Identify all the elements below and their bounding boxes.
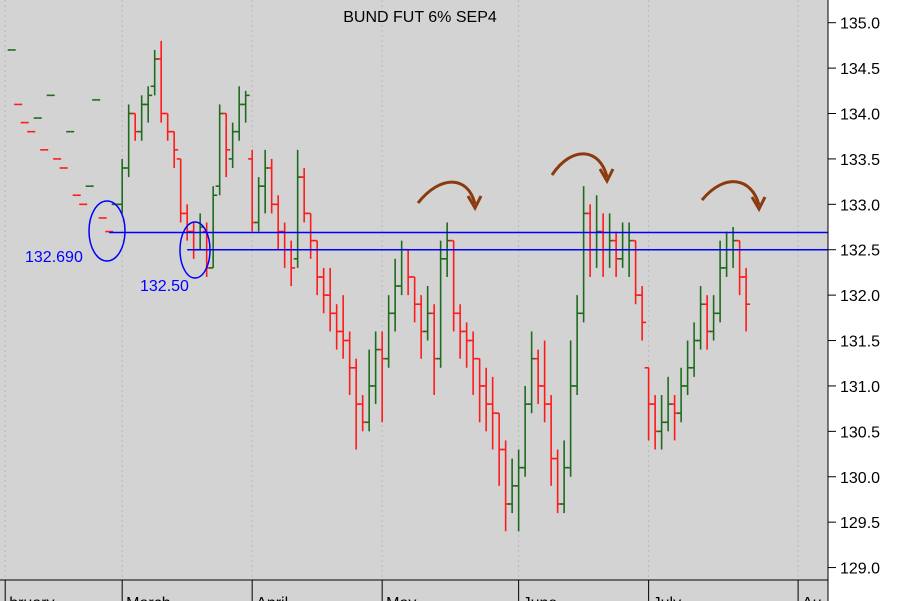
y-tick-label: 132.5	[840, 243, 880, 260]
y-tick-label: 130.5	[840, 424, 880, 441]
axes: 129.0 129.5 130.0 130.5 131.0 131.5 132.0 132.5…	[0, 0, 880, 601]
x-tick-label: July	[653, 595, 681, 601]
circle-marker	[88, 200, 126, 262]
y-tick-label: 134.5	[840, 61, 880, 78]
x-tick-label: May	[386, 595, 416, 601]
arrow	[550, 152, 609, 178]
ohlc-bar	[638, 286, 647, 341]
y-tick-label: 134.0	[840, 107, 880, 124]
ohlc-bar	[742, 267, 751, 332]
y-tick-label: 131.5	[840, 334, 880, 351]
x-tick-label: April	[256, 595, 288, 601]
ohlc-bar	[144, 86, 153, 123]
x-tick-label: June	[523, 595, 558, 601]
x-tick-label: bruary	[9, 595, 54, 601]
chart-title: BUND FUT 6% SEP4	[343, 9, 497, 26]
arrows	[416, 152, 767, 213]
arrow-head	[750, 196, 767, 213]
y-tick-label: 133.5	[840, 152, 880, 169]
x-tick-label: March	[126, 595, 170, 601]
ohlc-bar	[222, 112, 231, 178]
x-tick-label: Au	[802, 595, 822, 601]
arrow	[416, 180, 477, 205]
ohlc-bar	[209, 186, 218, 269]
grid	[4, 0, 799, 580]
y-tick-label: 133.0	[840, 197, 880, 214]
ohlc-bar	[241, 90, 250, 123]
y-tick-label: 129.0	[840, 561, 880, 578]
y-tick-label: 131.0	[840, 379, 880, 396]
arrow	[700, 180, 761, 206]
arrow-head	[598, 168, 615, 185]
y-tick-label: 130.0	[840, 470, 880, 487]
y-tick-label: 132.0	[840, 288, 880, 305]
y-tick-label: 135.0	[840, 16, 880, 33]
circle-marker	[179, 221, 211, 279]
ohlc-bar	[170, 130, 179, 168]
arrow-head	[466, 195, 483, 212]
axis-background	[828, 0, 910, 601]
levels: 132.690 132.50	[25, 231, 828, 295]
level-label: 132.690	[25, 249, 83, 266]
level-label: 132.50	[140, 278, 189, 295]
y-tick-label: 129.5	[840, 515, 880, 532]
